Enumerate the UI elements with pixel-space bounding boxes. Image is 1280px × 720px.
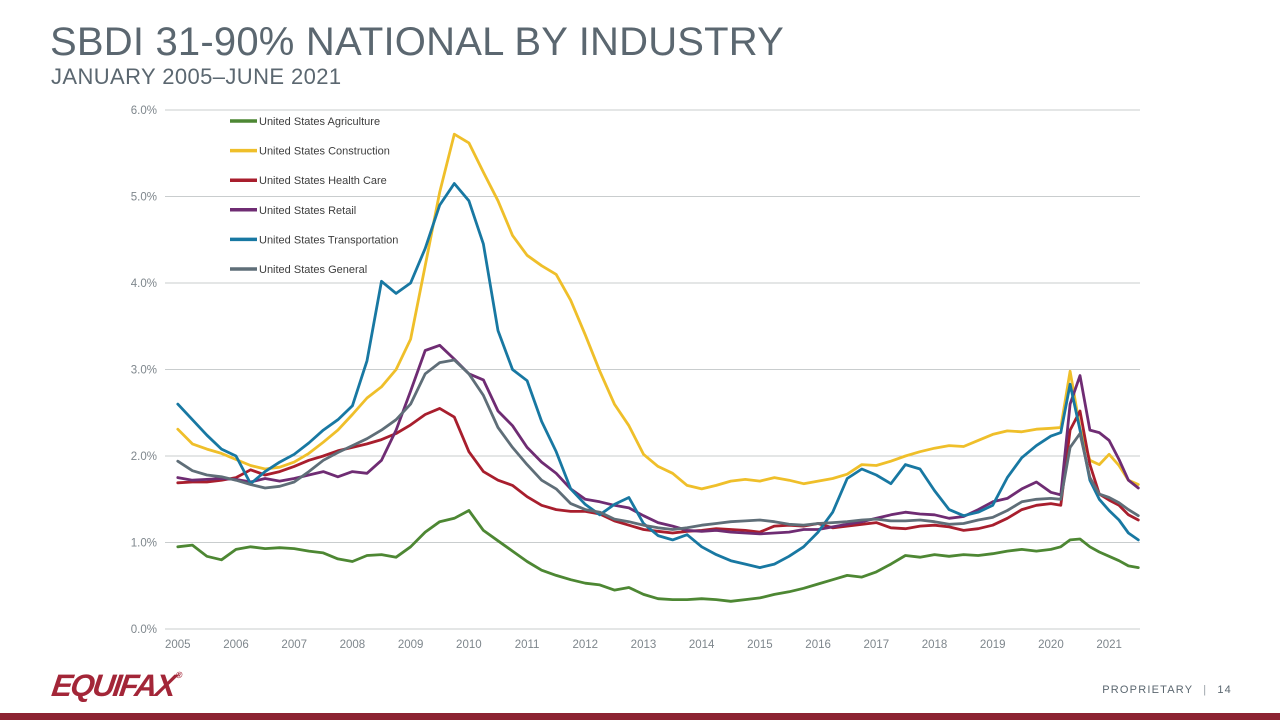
series-line-agriculture: [176, 509, 1140, 603]
page-number: 14: [1217, 684, 1232, 696]
x-tick-label: 2016: [805, 639, 831, 651]
x-tick-label: 2013: [631, 639, 657, 651]
x-tick-label: 2018: [922, 639, 948, 651]
x-tick-label: 2015: [747, 639, 773, 651]
page-title: SBDI 31-90% NATIONAL BY INDUSTRY: [50, 20, 785, 64]
x-tick-label: 2020: [1038, 639, 1064, 651]
series-line-transportation: [176, 182, 1140, 569]
x-tick-label: 2014: [689, 639, 715, 651]
x-tick-label: 2009: [398, 639, 424, 651]
x-tick-label: 2021: [1096, 639, 1122, 651]
x-tick-label: 2010: [456, 639, 482, 651]
bottom-accent-bar: [0, 713, 1280, 720]
y-tick-label: 5.0%: [131, 192, 157, 204]
equifax-logo: EQUIFAX®: [49, 668, 183, 704]
x-tick-label: 2011: [515, 639, 540, 651]
series-line-retail: [176, 343, 1140, 536]
y-tick-label: 2.0%: [131, 451, 157, 463]
legend-label-general: United States General: [259, 264, 367, 276]
series-line-construction: [176, 132, 1140, 491]
y-tick-label: 3.0%: [131, 365, 157, 377]
page-subtitle: JANUARY 2005–JUNE 2021: [51, 64, 342, 89]
legend-label-construction: United States Construction: [259, 146, 390, 158]
x-tick-label: 2005: [165, 639, 191, 651]
proprietary-label: PROPRIETARY: [1102, 684, 1194, 696]
legend-label-retail: United States Retail: [259, 205, 356, 217]
x-tick-label: 2019: [980, 639, 1006, 651]
legend-label-agriculture: United States Agriculture: [259, 116, 380, 128]
x-tick-label: 2012: [572, 639, 598, 651]
y-tick-label: 0.0%: [131, 624, 157, 636]
x-tick-label: 2017: [864, 639, 890, 651]
legend-label-health-care: United States Health Care: [259, 175, 387, 187]
title-block: SBDI 31-90% NATIONAL BY INDUSTRY JANUARY…: [50, 22, 784, 90]
equifax-logo-text: EQUIFAX: [49, 668, 177, 703]
x-tick-label: 2006: [223, 639, 249, 651]
y-tick-label: 1.0%: [131, 538, 157, 550]
x-tick-label: 2008: [340, 639, 366, 651]
y-tick-label: 6.0%: [131, 105, 157, 117]
series-line-general: [176, 358, 1140, 531]
footer-separator: |: [1203, 684, 1208, 696]
y-tick-label: 4.0%: [131, 278, 157, 290]
footer-right: PROPRIETARY | 14: [1102, 684, 1232, 696]
registered-trademark-icon: ®: [174, 670, 183, 680]
x-tick-label: 2007: [281, 639, 307, 651]
legend-label-transportation: United States Transportation: [259, 234, 398, 246]
